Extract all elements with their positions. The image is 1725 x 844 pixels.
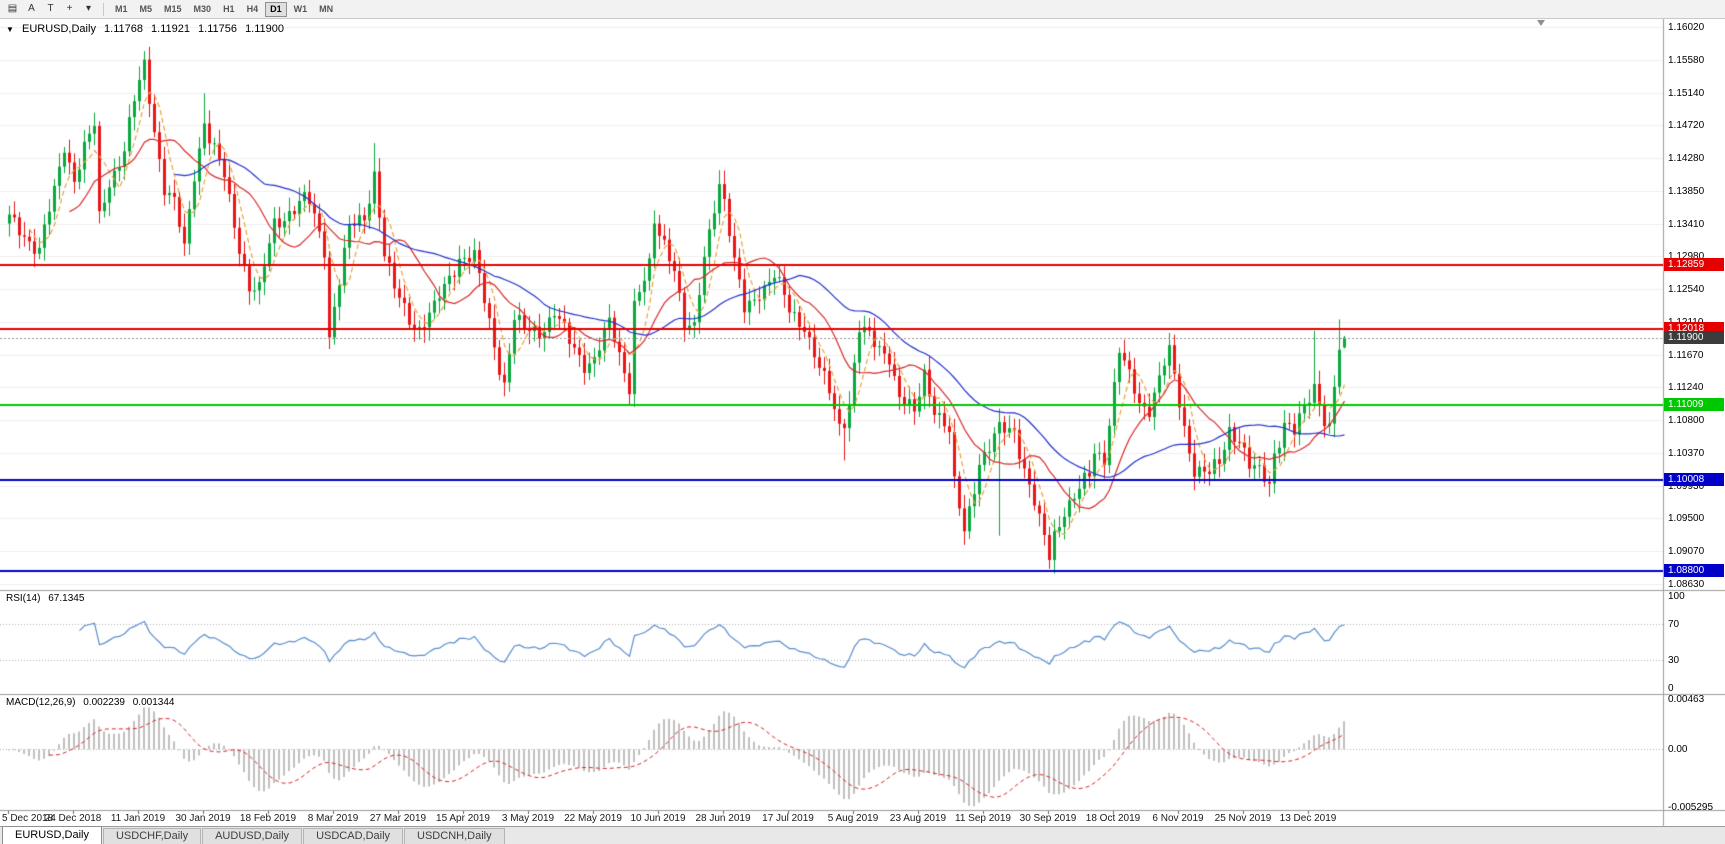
price-axis-tick: 1.12540 (1668, 284, 1705, 296)
date-axis-label: 3 May 2019 (501, 813, 555, 824)
price-axis-tick: 1.09930 (1668, 481, 1705, 493)
date-axis-label: 25 Nov 2019 (1214, 813, 1272, 824)
date-axis-label: 17 Jul 2019 (762, 813, 814, 824)
price-level-tag: 1.12859 (1664, 258, 1724, 272)
text-tool-button[interactable]: T (47, 2, 54, 14)
price-level-tag: 1.11009 (1664, 397, 1724, 411)
date-axis-label: 10 Jun 2019 (630, 813, 686, 824)
date-axis-label: 11 Sep 2019 (955, 813, 1011, 824)
tab-eurusd-daily[interactable]: EURUSD,Daily (2, 826, 102, 844)
timeframe-button-m5[interactable]: M5 (139, 3, 153, 14)
macd-axis-tick: -0.005295 (1668, 802, 1714, 813)
date-axis-label: 30 Jan 2019 (175, 813, 231, 824)
price-axis-tick: 1.12980 (1668, 251, 1705, 263)
price-axis-tick: 1.16020 (1668, 22, 1705, 33)
date-axis-label: 24 Dec 2018 (44, 813, 102, 824)
tools-group: ▤ A T + ▾ (3, 2, 98, 17)
price-axis-tick: 1.15580 (1668, 55, 1705, 67)
timeframe-button-d1[interactable]: D1 (265, 1, 287, 17)
ohlc-low: 1.11756 (198, 23, 237, 35)
chart-shift-marker[interactable] (1537, 20, 1545, 26)
price-axis-tick: 1.15140 (1668, 88, 1705, 100)
top-toolbar: ▤ A T + ▾ M1 M5 M15 M30 H1 H4 D1 W1 MN (0, 0, 1725, 19)
date-axis-label: 23 Aug 2019 (889, 813, 947, 824)
tab-audusd-daily[interactable]: AUDUSD,Daily (202, 828, 303, 844)
date-axis-label: 8 Mar 2019 (307, 813, 359, 824)
current-price-tag: 1.11900 (1664, 330, 1724, 344)
rsi-name: RSI(14) (6, 593, 41, 604)
rsi-axis-tick: 0 (1668, 683, 1674, 694)
price-axis-tick: 1.11240 (1668, 382, 1704, 394)
price-axis-tick: 1.10800 (1668, 415, 1705, 427)
rsi-axis-tick: 100 (1668, 591, 1685, 602)
timeframes-group: M1 M5 M15 M30 H1 H4 D1 W1 MN (109, 1, 339, 17)
date-axis-label: 11 Jan 2019 (110, 813, 166, 824)
price-axis-tick: 1.14280 (1668, 153, 1705, 165)
date-axis-label: 13 Dec 2019 (1279, 813, 1337, 824)
macd-name: MACD(12,26,9) (6, 697, 76, 708)
tools-dropdown-caret[interactable]: ▾ (85, 2, 92, 14)
toolbar-separator (103, 2, 104, 16)
crosshair-tool-button[interactable]: + (66, 2, 73, 14)
timeframe-button-m1[interactable]: M1 (115, 3, 128, 14)
a-tool-button[interactable]: A (28, 2, 35, 14)
chart-symbol-label: EURUSD,Daily (21, 23, 96, 35)
price-level-tag: 1.10008 (1664, 473, 1724, 487)
date-axis-label: 18 Feb 2019 (239, 813, 297, 824)
macd-indicator-label: MACD(12,26,9) 0.002239 0.001344 (6, 697, 179, 708)
chart-menu-icon[interactable]: ▤ (7, 2, 18, 14)
rsi-indicator-label: RSI(14) 67.1345 (6, 593, 89, 604)
timeframe-button-h1[interactable]: H1 (223, 3, 235, 14)
price-axis-tick: 1.09500 (1668, 513, 1705, 525)
tab-usdchf-daily[interactable]: USDCHF,Daily (102, 828, 202, 844)
date-axis-label: 30 Sep 2019 (1019, 813, 1077, 824)
date-axis-label: 18 Oct 2019 (1085, 813, 1141, 824)
date-axis-label: 15 Apr 2019 (436, 813, 490, 824)
macd-signal-value: 0.001344 (132, 697, 175, 708)
tab-usdcad-daily[interactable]: USDCAD,Daily (303, 828, 404, 844)
date-axis-label: 22 May 2019 (564, 813, 622, 824)
timeframe-button-mn[interactable]: MN (319, 3, 334, 14)
chart-title: ▼ EURUSD,Daily 1.11768 1.11921 1.11756 1… (6, 23, 289, 35)
macd-axis-tick: 0.00463 (1668, 694, 1705, 705)
ohlc-close: 1.11900 (245, 23, 285, 35)
price-axis-tick: 1.13410 (1668, 218, 1705, 230)
price-axis-tick: 1.10370 (1668, 447, 1705, 459)
rsi-axis-tick: 70 (1668, 618, 1680, 630)
ohlc-open: 1.11768 (104, 23, 143, 35)
tab-usdcnh-daily[interactable]: USDCNH,Daily (404, 828, 505, 844)
price-axis-tick: 1.11670 (1668, 349, 1704, 361)
price-axis-tick: 1.08630 (1668, 579, 1705, 590)
ohlc-high: 1.11921 (151, 23, 190, 35)
date-axis-label: 6 Nov 2019 (1152, 813, 1204, 824)
price-axis-tick: 1.09070 (1668, 545, 1705, 557)
date-axis-label: 5 Aug 2019 (827, 813, 879, 824)
timeframe-button-m15[interactable]: M15 (164, 3, 182, 14)
price-axis-tick: 1.14720 (1668, 119, 1705, 131)
macd-axis-tick: 0.00 (1668, 744, 1688, 756)
timeframe-button-m30[interactable]: M30 (193, 3, 212, 14)
rsi-current-value: 67.1345 (48, 593, 85, 604)
rsi-axis-tick: 30 (1668, 655, 1680, 667)
timeframe-button-h4[interactable]: H4 (246, 3, 259, 14)
chart-title-caret: ▼ (6, 25, 14, 34)
date-axis-label: 28 Jun 2019 (695, 813, 751, 824)
macd-main-value: 0.002239 (83, 697, 125, 708)
date-axis-label: 5 Dec 2018 (2, 813, 54, 824)
price-level-tag: 1.08800 (1664, 564, 1724, 578)
date-axis-label: 27 Mar 2019 (369, 813, 427, 824)
timeframe-button-w1[interactable]: W1 (293, 3, 308, 14)
price-axis-tick: 1.13850 (1668, 185, 1705, 197)
chart-tabs-bar: EURUSD,Daily USDCHF,Daily AUDUSD,Daily USDC… (0, 826, 1725, 844)
